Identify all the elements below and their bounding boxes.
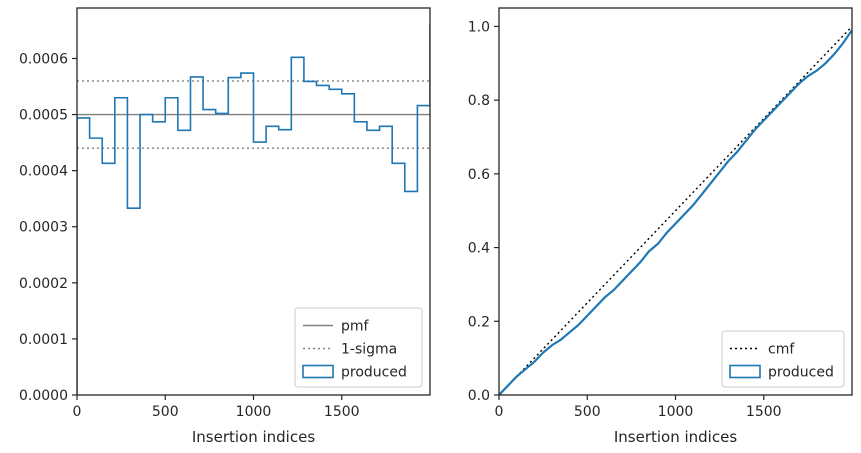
produced-histogram bbox=[77, 24, 430, 395]
x-tick-label: 1500 bbox=[746, 404, 782, 420]
x-tick-label: 500 bbox=[574, 404, 601, 420]
x-tick-label: 0 bbox=[495, 404, 504, 420]
panel-2: 0.0 0.2 0.4 0.6 0.8 1.0 0 500 1000 1500 Insertion … bbox=[468, 7, 853, 446]
plot-area bbox=[499, 25, 852, 395]
y-tick-label: 0.6 bbox=[468, 167, 490, 183]
legend-handle bbox=[729, 364, 761, 379]
x-axis-title: Insertion indices bbox=[192, 428, 315, 446]
axes-frame bbox=[498, 7, 853, 396]
x-tick-label: 500 bbox=[152, 404, 179, 420]
panel-1: 0.0000 0.0001 0.0002 0.0003 0.0004 0.0005 0.00… bbox=[19, 7, 431, 446]
x-tick-label: 1500 bbox=[324, 404, 360, 420]
y-tick-label: 0.2 bbox=[468, 314, 490, 330]
y-tick-label: 1.0 bbox=[468, 19, 490, 35]
legend: pmf 1-sigma produced bbox=[294, 307, 423, 388]
y-tick-label: 0.0004 bbox=[19, 164, 68, 180]
y-tick-label: 0.0 bbox=[468, 388, 490, 404]
plot-area bbox=[77, 24, 430, 395]
y-tick-label: 0.0000 bbox=[19, 388, 68, 404]
legend-box bbox=[294, 307, 423, 388]
legend-handle bbox=[302, 364, 334, 379]
legend: cmf produced bbox=[721, 330, 845, 388]
legend-label: produced bbox=[768, 365, 834, 381]
x-tick-label: 1000 bbox=[236, 404, 272, 420]
y-tick-label: 0.0006 bbox=[19, 51, 68, 67]
produced-line bbox=[499, 29, 852, 395]
y-tick-label: 0.4 bbox=[468, 241, 490, 257]
x-axis-title: Insertion indices bbox=[614, 428, 737, 446]
y-tick-label: 0.8 bbox=[468, 93, 490, 109]
legend-label: pmf bbox=[341, 319, 370, 335]
x-tick-label: 0 bbox=[73, 404, 82, 420]
legend-box bbox=[721, 330, 845, 388]
legend-label: 1-sigma bbox=[341, 342, 397, 358]
axes-frame bbox=[76, 7, 431, 396]
y-tick-label: 0.0001 bbox=[19, 332, 68, 348]
y-tick-label: 0.0002 bbox=[19, 276, 68, 292]
cmf-line bbox=[499, 25, 852, 395]
x-tick-label: 1000 bbox=[658, 404, 694, 420]
y-tick-label: 0.0005 bbox=[19, 108, 68, 124]
legend-label: cmf bbox=[768, 342, 795, 358]
legend-label: produced bbox=[341, 365, 407, 381]
y-tick-label: 0.0003 bbox=[19, 220, 68, 236]
